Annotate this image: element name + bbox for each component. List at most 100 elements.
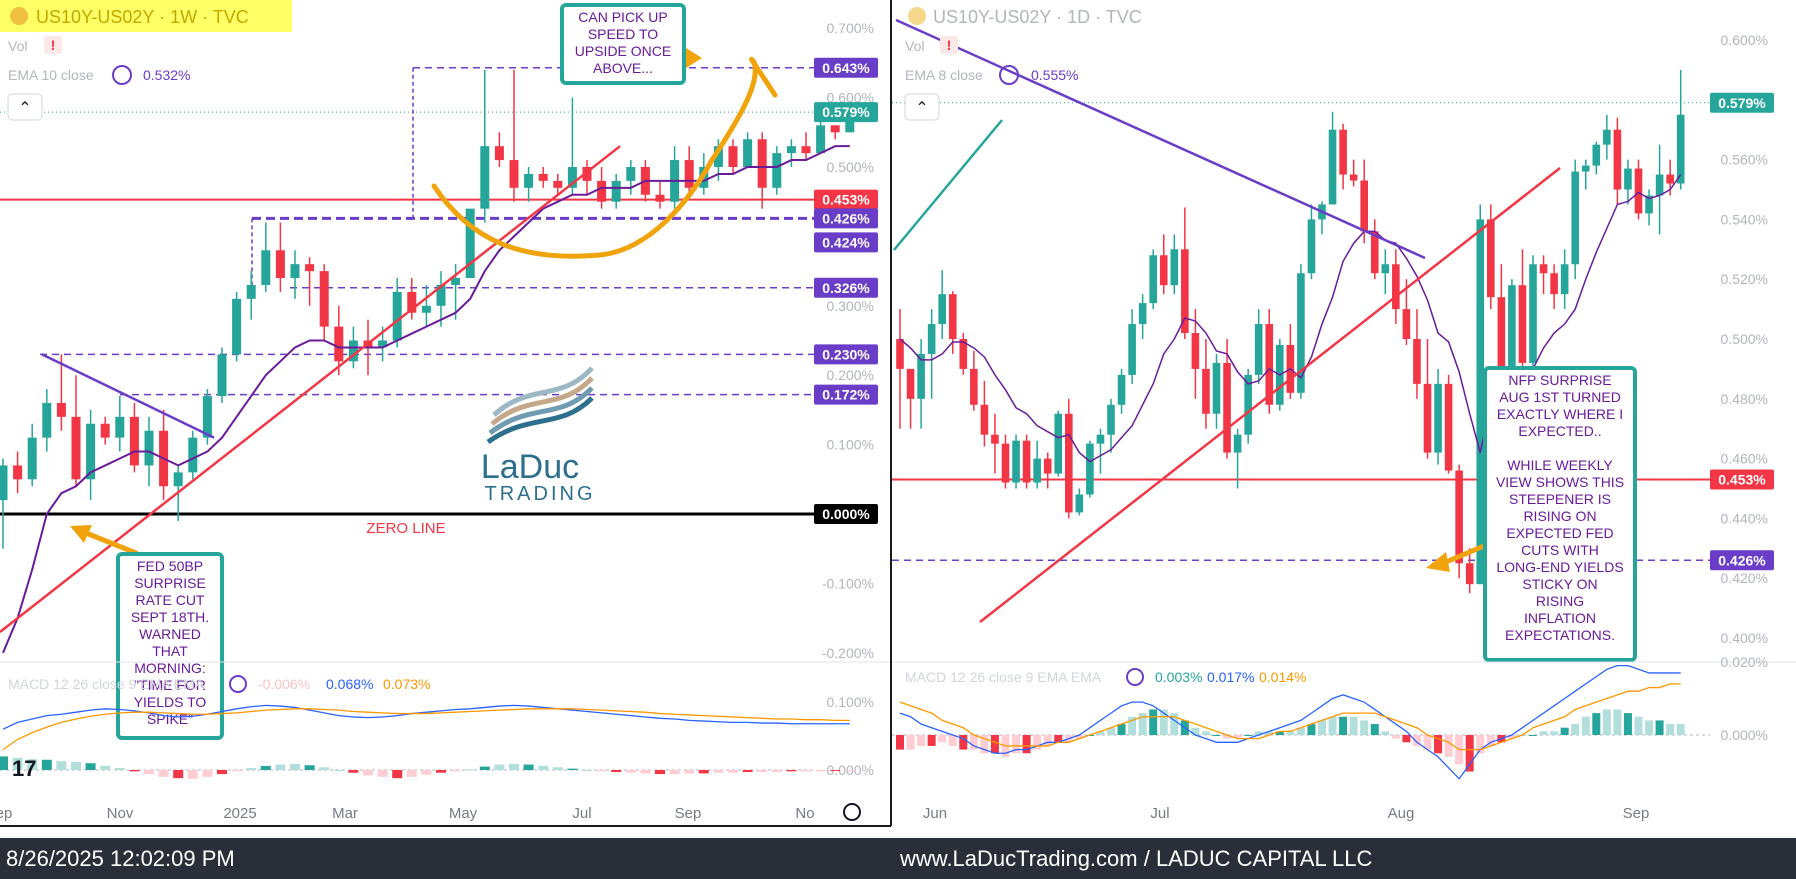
daily-candle <box>1476 219 1485 585</box>
weekly-candle <box>305 264 315 272</box>
right-time-label: Aug <box>1388 805 1415 822</box>
daily-candle <box>1392 264 1400 310</box>
settings-gear-icon[interactable] <box>843 803 861 821</box>
right-macd-bar <box>1012 735 1021 754</box>
right-time-label: Jun <box>923 805 947 822</box>
weekly-candle <box>655 194 665 202</box>
left-price-tick: 0.300% <box>827 298 874 314</box>
left-macd-bar <box>844 770 855 771</box>
weekly-candle <box>232 298 242 355</box>
daily-candle <box>1001 443 1010 483</box>
right-macd-bar <box>1244 735 1253 736</box>
weekly-candle <box>480 146 490 209</box>
right-macd-bar <box>1571 724 1580 735</box>
logo-wave <box>492 366 594 417</box>
daily-candle <box>1043 458 1052 474</box>
daily-candle <box>917 353 925 399</box>
left-time-label: 2025 <box>223 805 256 822</box>
left-macd-bar <box>567 768 578 770</box>
left-macd-bar <box>319 767 330 770</box>
right-uptrend-line <box>979 167 1561 623</box>
right-macd-bar <box>1339 716 1348 735</box>
daily-candle <box>1328 129 1337 205</box>
left-macd-bar <box>0 756 8 770</box>
weekly-candle <box>509 160 519 188</box>
weekly-candle <box>465 208 475 279</box>
daily-candle <box>1181 249 1189 334</box>
right-macd-bar <box>1444 735 1453 757</box>
right-price-tick: 0.460% <box>1721 451 1768 467</box>
left-macd-bar <box>421 770 432 775</box>
note-fed-cut-line: SURPRISE <box>134 575 206 591</box>
daily-candle <box>1666 174 1674 184</box>
right-macd-bar <box>927 735 936 746</box>
daily-candle <box>927 324 936 354</box>
weekly-candle <box>494 146 504 161</box>
right-macd-bar <box>1465 735 1474 772</box>
daily-candle <box>1645 195 1653 214</box>
weekly-candle <box>816 125 826 154</box>
left-macd-bar <box>377 770 388 777</box>
right-macd-bar <box>1223 735 1232 739</box>
chevron-up-icon: ⌃ <box>18 100 31 117</box>
weekly-candle <box>13 465 23 480</box>
right-macd-label: MACD 12 26 close 9 EMA EMA <box>905 669 1102 685</box>
daily-candle <box>1012 440 1020 483</box>
right-symbol-title: US10Y-US02Y · 1D · TVC <box>933 7 1142 27</box>
daily-candle <box>1423 383 1432 453</box>
left-macd-bar <box>582 770 592 771</box>
left-price-tag-label: 0.424% <box>822 234 870 250</box>
left-price-tag <box>814 277 878 298</box>
right-macd-bar <box>1201 731 1210 735</box>
weekly-candle <box>801 146 811 154</box>
right-macd-bar <box>1096 731 1105 735</box>
weekly-candle <box>626 167 636 181</box>
left-price-tag-label: 0.643% <box>822 60 870 76</box>
left-price-tag <box>814 102 878 123</box>
left-macd-bar <box>479 766 490 770</box>
left-symbol-highlight <box>0 0 292 32</box>
note-fed-cut-line: SEPT 18TH. <box>131 609 209 625</box>
note-nfp-surprise-line: AUG 1ST TURNED <box>1499 389 1621 405</box>
daily-candle <box>1086 443 1094 495</box>
daily-candle <box>906 368 915 399</box>
daily-candle <box>1560 264 1569 295</box>
logo-wave <box>488 386 594 435</box>
right-price-tick: 0.480% <box>1721 391 1768 407</box>
left-time-label: Mar <box>332 805 358 822</box>
right-collapse-button[interactable] <box>904 93 940 121</box>
left-price-tag <box>814 232 878 253</box>
note-fed-cut-frame <box>116 552 224 740</box>
weekly-candle <box>275 250 285 279</box>
weekly-candle <box>392 291 402 341</box>
left-macd-bar <box>129 770 140 772</box>
left-macd-bar <box>392 770 403 779</box>
daily-candle <box>1581 165 1590 172</box>
left-collapse-button[interactable] <box>7 93 43 121</box>
note-can-pick-up-line: ABOVE... <box>593 60 653 76</box>
left-macd-bar <box>830 770 841 771</box>
weekly-candle <box>524 173 534 188</box>
right-vol-warning-glyph: ! <box>947 37 952 53</box>
right-time-label: Jul <box>1150 805 1169 822</box>
daily-candle <box>1487 219 1495 298</box>
right-price-tag <box>1710 550 1774 571</box>
left-macd-bar <box>509 763 519 770</box>
daily-candle <box>1413 339 1421 384</box>
daily-candle <box>1624 168 1632 190</box>
left-signal-value: 0.073% <box>383 676 430 692</box>
weekly-candle <box>202 396 212 438</box>
right-macd-bar <box>1360 720 1369 735</box>
note-fed-cut-line: "TIME FOR <box>134 677 206 693</box>
left-macd-bar <box>304 765 315 770</box>
right-macd-bar <box>1149 709 1158 735</box>
right-price-tick: 0.500% <box>1721 331 1768 347</box>
left-macd-bar <box>363 770 373 776</box>
right-macd-bar <box>1128 716 1137 735</box>
weekly-candle <box>115 416 125 438</box>
right-macd-bar <box>1318 720 1326 735</box>
daily-candle <box>1033 458 1041 483</box>
left-macd-bar <box>742 770 753 773</box>
